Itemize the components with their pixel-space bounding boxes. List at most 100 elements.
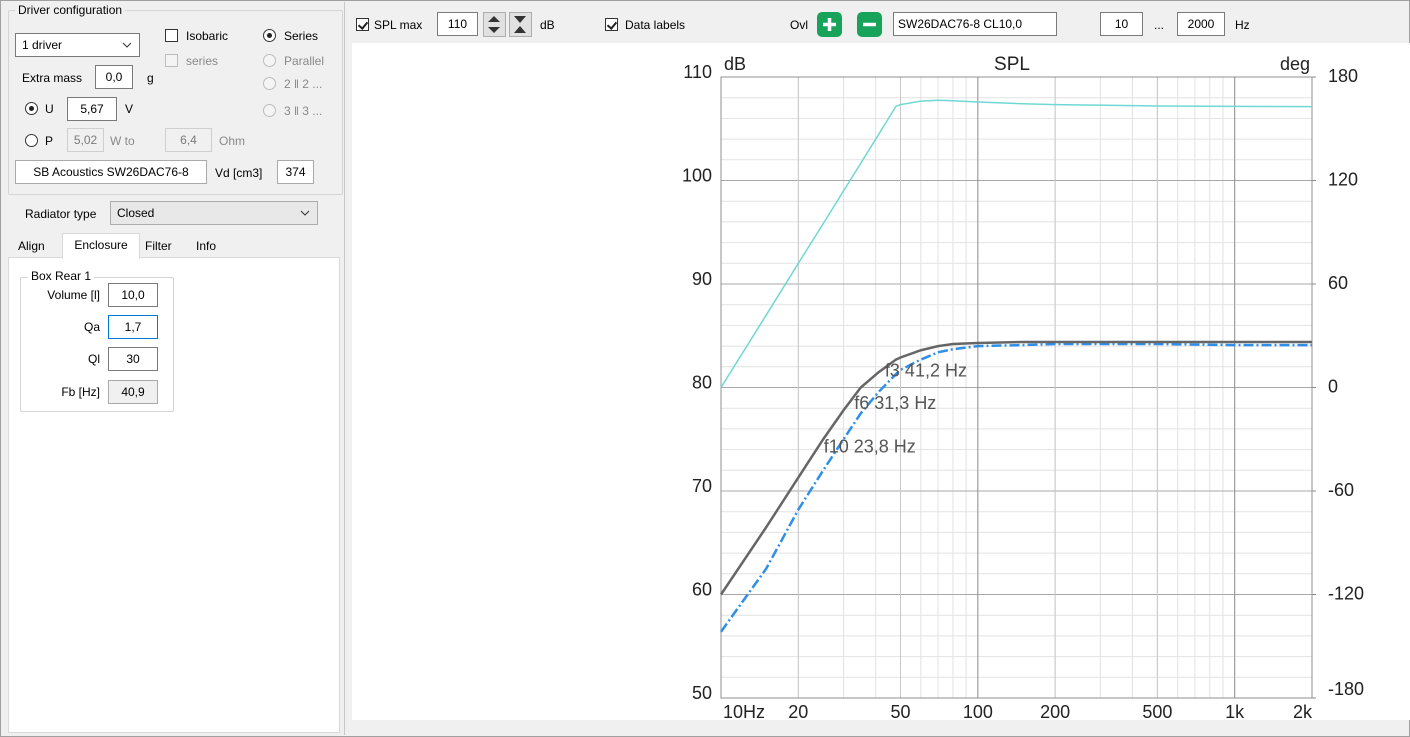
label: series (186, 54, 219, 68)
label: Volume [l] (47, 288, 100, 302)
y2-tick-label: -60 (1328, 480, 1354, 500)
label: ... (1154, 18, 1165, 32)
y-axis-label: dB (724, 54, 746, 74)
radio[interactable] (25, 134, 38, 147)
unit: Ohm (219, 134, 246, 148)
label: 3 ‖ 3 ... (284, 104, 323, 118)
x-tick-label: 500 (1142, 702, 1172, 720)
radio[interactable] (263, 104, 276, 117)
y2-tick-label: 180 (1328, 66, 1358, 86)
power-input[interactable]: 5,02 (67, 128, 104, 152)
checkbox[interactable] (356, 18, 369, 31)
spl-max-input[interactable]: 110 (437, 12, 478, 36)
tab[interactable]: Filter (145, 239, 172, 253)
unit: Hz (1235, 18, 1250, 32)
x-tick-label: 10Hz (723, 702, 765, 720)
label: Ovl (790, 18, 808, 32)
series-line (720, 99, 1313, 388)
y-tick-label: 80 (692, 372, 712, 392)
overlay-buttons[interactable] (817, 12, 885, 37)
spin-buttons[interactable] (483, 12, 533, 37)
fb-value: 40,9 (108, 380, 158, 404)
driver-count-combo[interactable]: 1 driver (15, 33, 140, 57)
fmin-input[interactable]: 10 (1100, 12, 1143, 36)
group-title: Driver configuration (15, 2, 126, 18)
radio[interactable] (263, 54, 276, 67)
x-tick-label: 100 (963, 702, 993, 720)
box-group (20, 277, 174, 412)
combo-text: 1 driver (22, 38, 63, 52)
label: P (45, 134, 54, 148)
chart-title: SPL (994, 54, 1030, 75)
fmax-input[interactable]: 2000 (1177, 12, 1225, 36)
radio[interactable] (25, 102, 38, 115)
y-tick-label: 60 (692, 579, 712, 599)
vd-value: 374 (277, 160, 314, 184)
radiator-combo[interactable]: Closed (110, 201, 318, 225)
label: Fb [Hz] (61, 385, 100, 399)
tab-active[interactable]: Enclosure (62, 233, 140, 259)
chevron (300, 210, 310, 216)
label: 2 ‖ 2 ... (284, 77, 323, 91)
y-tick-label: 70 (692, 476, 712, 496)
tab[interactable]: Info (196, 239, 217, 253)
label: Vd [cm3] (215, 166, 263, 180)
label: Series (284, 29, 319, 43)
qa-input[interactable]: 1,7 (108, 315, 158, 339)
label: Isobaric (186, 29, 229, 43)
radio[interactable] (263, 29, 276, 42)
label: U (45, 102, 54, 116)
checkbox[interactable] (165, 54, 178, 67)
chart-pane (344, 2, 1409, 735)
y2-tick-label: 120 (1328, 169, 1358, 189)
voltage-input[interactable]: 5,67 (67, 97, 117, 121)
annotation: f3 41,2 Hz (885, 361, 967, 381)
volume-input[interactable]: 10,0 (108, 283, 158, 307)
label: Parallel (284, 54, 325, 68)
x-tick-label: 200 (1040, 702, 1070, 720)
unit: V (125, 102, 134, 116)
y2-tick-label: 60 (1328, 273, 1348, 293)
unit: W to (110, 134, 135, 148)
label: Data labels (625, 18, 686, 32)
chevron (122, 42, 132, 48)
annotation: f10 23,8 Hz (824, 436, 916, 456)
tab[interactable]: Align (18, 239, 45, 253)
combo-text: Closed (117, 206, 155, 220)
label: Radiator type (25, 207, 97, 221)
x-tick-label: 50 (891, 702, 911, 720)
chart: SPL dB deg 50 60 70 80 90 100 110 -180 -120 -60 0 6… (352, 43, 1410, 720)
extra-mass-input[interactable]: 0,0 (95, 65, 133, 89)
unit: dB (540, 18, 555, 32)
radio[interactable] (263, 77, 276, 90)
driver-name: SB Acoustics SW26DAC76-8 (15, 160, 207, 184)
x-tick-label: 20 (788, 702, 808, 720)
y2-tick-label: -120 (1328, 583, 1364, 603)
label: Ql (88, 352, 100, 366)
series-line (719, 340, 1312, 596)
label: SPL max (374, 18, 423, 32)
overlay-name[interactable]: SW26DAC76-8 CL10,0 (893, 12, 1057, 36)
label: Qa (83, 320, 100, 334)
y2-axis-label: deg (1280, 54, 1310, 74)
y-tick-label: 110 (683, 62, 712, 82)
annotation: f6 31,3 Hz (854, 393, 936, 413)
driver-group (8, 10, 343, 195)
y-tick-label: 50 (692, 683, 712, 703)
y-tick-label: 100 (682, 165, 712, 185)
checkbox[interactable] (165, 29, 178, 42)
y2-tick-label: 0 (1328, 376, 1338, 396)
y-tick-label: 90 (692, 269, 712, 289)
y2-tick-label: -180 (1328, 679, 1364, 699)
tab-panel (8, 257, 340, 733)
group-title: Box Rear 1 (28, 268, 95, 284)
ql-input[interactable]: 30 (108, 347, 158, 371)
series-line (719, 342, 1312, 633)
x-tick-label: 1k (1225, 702, 1245, 720)
unit: g (147, 71, 154, 85)
checkbox[interactable] (605, 18, 618, 31)
label: Extra mass (22, 71, 83, 85)
x-tick-label: 2k (1293, 702, 1313, 720)
ohm-input[interactable]: 6,4 (165, 128, 212, 152)
